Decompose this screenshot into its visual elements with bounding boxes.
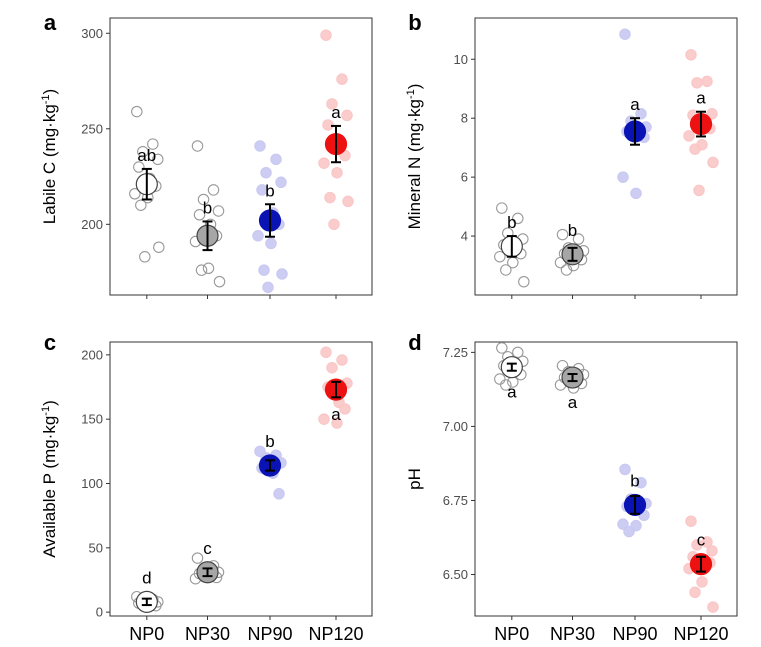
significance-letter: ab bbox=[137, 146, 156, 165]
data-point bbox=[253, 231, 263, 241]
y-axis-title: pH bbox=[405, 468, 424, 490]
significance-letter: b bbox=[568, 221, 577, 240]
panel-letter-c: c bbox=[44, 330, 56, 355]
data-point bbox=[697, 577, 707, 587]
data-point bbox=[708, 157, 718, 167]
panel-c: c 0 50 100 150 200 NP0 NP30 NP90 NP120 Available P… bbox=[40, 330, 372, 644]
panel-letter-d: d bbox=[408, 330, 421, 355]
data-point bbox=[684, 131, 694, 141]
y-tick-label: 100 bbox=[81, 476, 103, 491]
data-point bbox=[319, 414, 329, 424]
y-tick-label: 200 bbox=[81, 347, 103, 362]
data-point bbox=[620, 464, 630, 474]
data-point bbox=[276, 177, 286, 187]
y-tick-label: 200 bbox=[81, 217, 103, 232]
y-tick-label: 4 bbox=[461, 229, 468, 244]
data-point bbox=[690, 587, 700, 597]
data-point bbox=[329, 219, 339, 229]
data-point bbox=[261, 168, 271, 178]
data-point bbox=[707, 546, 717, 556]
data-point bbox=[686, 516, 696, 526]
panel-d: d 6.50 6.75 7.00 7.25 NP0 NP30 NP90 NP120 pH a a b c bbox=[405, 330, 737, 644]
data-point bbox=[325, 192, 335, 202]
panel-b: b 4 6 8 10 Mineral N (mg·kg-1) b b a a bbox=[405, 10, 737, 299]
y-tick-label: 10 bbox=[454, 52, 468, 67]
y-tick-label: 150 bbox=[81, 412, 103, 427]
data-point bbox=[631, 188, 641, 198]
data-point bbox=[277, 269, 287, 279]
y-tick-label: 6.75 bbox=[443, 493, 468, 508]
data-point bbox=[690, 144, 700, 154]
significance-letter: b bbox=[507, 213, 516, 232]
significance-letter: d bbox=[142, 568, 151, 587]
data-point bbox=[702, 76, 712, 86]
data-point bbox=[686, 50, 696, 60]
data-point bbox=[708, 602, 718, 612]
significance-letter: a bbox=[696, 89, 706, 108]
data-point bbox=[321, 30, 331, 40]
y-tick-label: 8 bbox=[461, 111, 468, 126]
x-tick-label: NP120 bbox=[308, 624, 363, 644]
x-tick-label: NP120 bbox=[673, 624, 728, 644]
y-tick-label: 6.50 bbox=[443, 567, 468, 582]
x-tick-label: NP30 bbox=[550, 624, 595, 644]
significance-letter: a bbox=[507, 383, 517, 402]
y-tick-label: 7.25 bbox=[443, 345, 468, 360]
panel-letter-b: b bbox=[408, 10, 421, 35]
significance-letter: a bbox=[630, 95, 640, 114]
panel-a: a 200 250 300 Labile C (mg·kg-1) ab b b a bbox=[40, 10, 372, 299]
x-tick-label: NP30 bbox=[185, 624, 230, 644]
y-tick-label: 0 bbox=[96, 605, 103, 620]
y-axis-title: Mineral N (mg·kg-1) bbox=[405, 84, 424, 230]
data-point bbox=[337, 355, 347, 365]
panel-letter-a: a bbox=[44, 10, 57, 35]
y-axis-title: Available P (mg·kg-1) bbox=[40, 400, 59, 558]
data-point bbox=[263, 282, 273, 292]
data-point bbox=[266, 238, 276, 248]
significance-letter: b bbox=[265, 181, 274, 200]
data-point bbox=[332, 168, 342, 178]
y-axis-title: Labile C (mg·kg-1) bbox=[40, 89, 59, 224]
significance-letter: c bbox=[203, 539, 212, 558]
data-point bbox=[259, 265, 269, 275]
x-tick-label: NP0 bbox=[129, 624, 164, 644]
data-point bbox=[694, 185, 704, 195]
data-point bbox=[342, 110, 352, 120]
significance-letter: a bbox=[331, 405, 341, 424]
data-point bbox=[618, 172, 628, 182]
data-point bbox=[620, 29, 630, 39]
data-point bbox=[692, 78, 702, 88]
data-point bbox=[340, 404, 350, 414]
significance-letter: c bbox=[697, 531, 706, 550]
significance-letter: a bbox=[568, 393, 578, 412]
y-tick-label: 250 bbox=[81, 121, 103, 136]
data-point bbox=[321, 347, 331, 357]
data-point bbox=[255, 141, 265, 151]
data-point bbox=[343, 196, 353, 206]
data-point bbox=[327, 363, 337, 373]
x-tick-label: NP90 bbox=[247, 624, 292, 644]
data-point bbox=[274, 489, 284, 499]
y-tick-label: 300 bbox=[81, 26, 103, 41]
x-tick-label: NP0 bbox=[494, 624, 529, 644]
y-tick-label: 50 bbox=[89, 540, 103, 555]
y-tick-label: 7.00 bbox=[443, 419, 468, 434]
significance-letter: a bbox=[331, 103, 341, 122]
significance-letter: b bbox=[265, 432, 274, 451]
y-tick-label: 6 bbox=[461, 170, 468, 185]
significance-letter: b bbox=[203, 198, 212, 217]
data-point bbox=[271, 154, 281, 164]
data-point bbox=[319, 158, 329, 168]
data-point bbox=[624, 526, 634, 536]
figure: a200250300Labile C (mg·kg-1)abbba b46810… bbox=[0, 0, 761, 647]
x-tick-label: NP90 bbox=[612, 624, 657, 644]
significance-letter: b bbox=[630, 471, 639, 490]
data-point bbox=[337, 74, 347, 84]
